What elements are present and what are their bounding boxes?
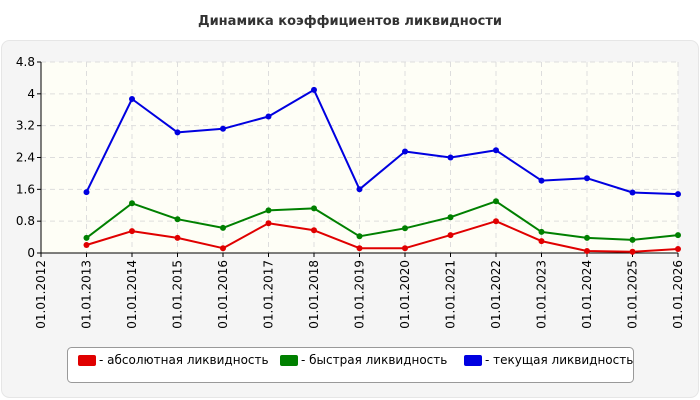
legend-label: - быстрая ликвидность	[301, 353, 447, 367]
x-tick-label: 01.01.2016	[216, 260, 230, 329]
data-point	[402, 225, 408, 232]
data-point	[265, 207, 272, 214]
data-point	[402, 148, 408, 155]
legend-swatch	[464, 355, 482, 366]
data-point	[356, 245, 363, 252]
legend-label: - текущая ликвидность	[485, 353, 633, 367]
data-point	[629, 248, 636, 255]
data-point	[675, 232, 681, 239]
data-point	[493, 198, 499, 205]
data-point	[265, 113, 272, 120]
legend-label: - абсолютная ликвидность	[99, 353, 269, 367]
x-tick-label: 01.01.2025	[626, 260, 640, 329]
data-point	[220, 125, 226, 132]
series-line-2	[85, 88, 679, 196]
x-tick-label: 01.01.2014	[125, 260, 139, 329]
data-point	[538, 238, 545, 245]
x-axis-ticks: 01.01.2012 01.01.2013 01.01.2014 01.01.2015…	[34, 253, 685, 329]
data-point	[83, 189, 90, 196]
data-point	[174, 234, 181, 241]
data-point	[584, 234, 590, 241]
grid-lines	[41, 61, 679, 253]
data-point	[311, 205, 317, 212]
x-tick-label: 01.01.2013	[80, 260, 94, 329]
y-tick-label: 0	[27, 246, 35, 260]
data-point	[174, 129, 181, 136]
x-tick-label: 01.01.2012	[34, 260, 48, 329]
data-point	[584, 175, 590, 182]
data-point	[538, 228, 545, 235]
data-point	[493, 147, 499, 154]
data-point	[447, 232, 454, 239]
data-point	[402, 245, 408, 252]
data-point	[629, 189, 636, 196]
data-point	[447, 154, 454, 161]
y-tick-label: 4.8	[16, 55, 35, 69]
series-line-0	[86, 220, 679, 253]
data-point	[129, 200, 135, 207]
series-group	[83, 86, 681, 255]
data-point	[629, 236, 636, 243]
data-point	[129, 96, 135, 102]
legend-swatch	[78, 355, 96, 366]
data-point	[675, 246, 681, 252]
y-axis-ticks: 0 0.8 1.6 2.4 3.2 4 4.8	[16, 55, 41, 260]
x-tick-label: 01.01.2023	[535, 260, 549, 329]
data-point	[356, 233, 363, 240]
data-point	[584, 248, 590, 254]
legend: - абсолютная ликвидность - быстрая ликвид…	[78, 353, 633, 367]
data-point	[493, 218, 499, 225]
x-tick-label: 01.01.2015	[171, 260, 185, 329]
data-point	[220, 224, 226, 231]
data-point	[675, 191, 681, 198]
data-point	[538, 177, 545, 184]
data-point	[220, 245, 226, 252]
x-tick-label: 01.01.2020	[398, 260, 412, 329]
y-tick-label: 0.8	[16, 214, 35, 228]
x-tick-label: 01.01.2024	[580, 260, 594, 329]
y-tick-label: 3.2	[16, 119, 35, 133]
x-tick-label: 01.01.2021	[444, 260, 458, 329]
series-line-1	[85, 200, 679, 241]
legend-box	[67, 347, 634, 383]
data-point	[83, 242, 90, 248]
x-tick-label: 01.01.2018	[307, 260, 321, 329]
x-tick-label: 01.01.2019	[353, 260, 367, 329]
data-point	[265, 220, 272, 227]
data-point	[447, 214, 454, 221]
data-point	[311, 227, 317, 234]
data-point	[356, 186, 363, 193]
data-point	[174, 216, 181, 223]
data-point	[83, 234, 90, 241]
y-tick-label: 4	[27, 87, 35, 101]
y-tick-label: 2.4	[16, 151, 35, 165]
data-point	[311, 86, 317, 93]
x-tick-label: 01.01.2017	[262, 260, 276, 329]
data-point	[129, 228, 135, 235]
x-tick-label: 01.01.2026	[671, 260, 685, 329]
y-tick-label: 1.6	[16, 182, 35, 196]
x-tick-label: 01.01.2022	[489, 260, 503, 329]
legend-swatch	[280, 355, 298, 366]
chart-title: Динамика коэффициентов ликвидности	[198, 14, 502, 29]
